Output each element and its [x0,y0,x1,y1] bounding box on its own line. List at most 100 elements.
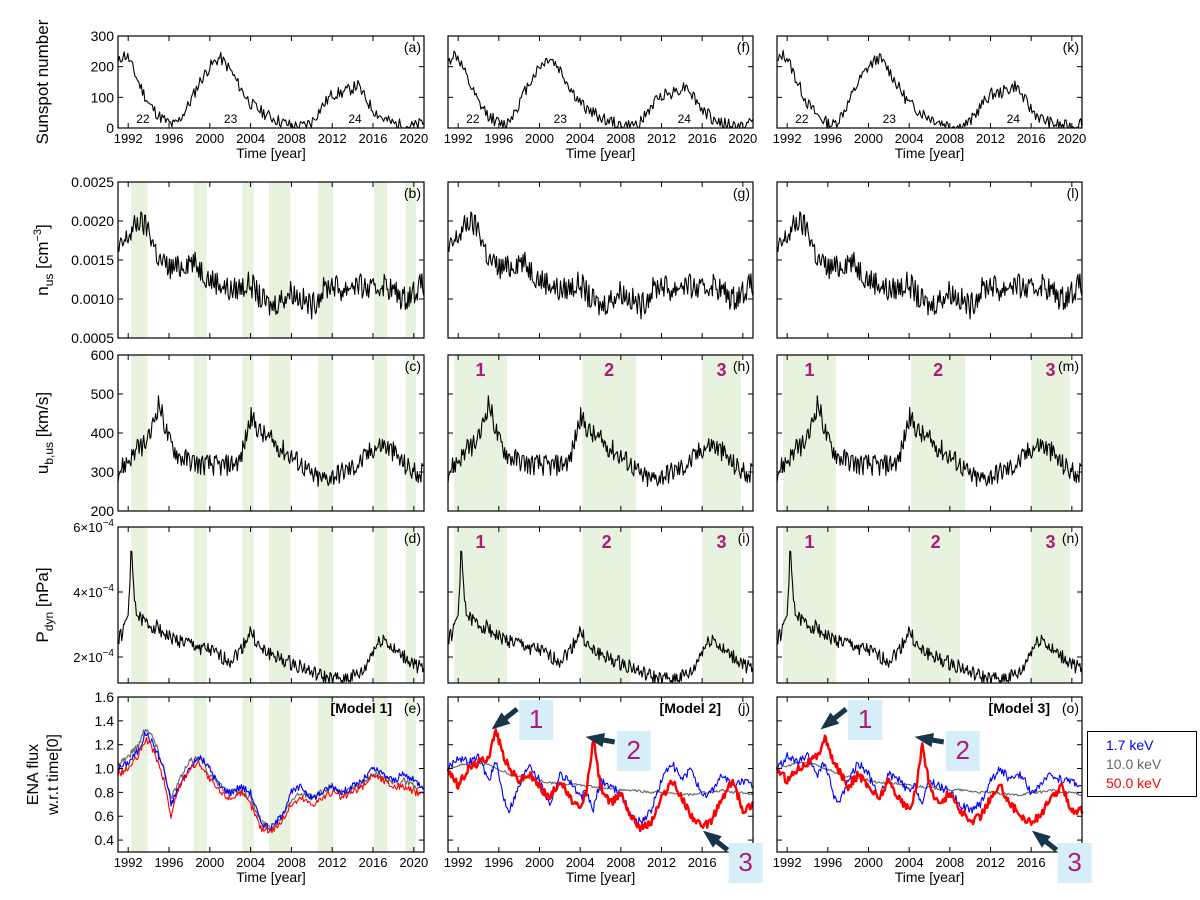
x-tick-label: 1992 [773,855,802,870]
model-title: [Model 2] [660,700,721,716]
x-tick-label: 2008 [606,855,635,870]
y-axis-label-text: Pdyn [nPa] [33,567,56,642]
y-axis-label-line1: ENA flux [25,744,42,805]
interval-number-label: 3 [716,532,726,552]
shaded-interval [242,355,254,511]
panel-label: (h) [733,358,750,374]
interval-number-label: 2 [604,360,614,380]
shaded-interval [242,697,254,852]
y-tick-label: 600 [91,347,115,363]
plot-frame [117,696,425,853]
y-tick-label: 0.0005 [71,330,114,346]
callout-number: 3 [738,847,752,877]
y-tick-label: 4×10−4 [73,583,114,600]
plot-frame [447,526,754,684]
series-line-ub [776,395,1083,487]
y-tick-label: 200 [91,503,115,519]
callout-box [945,731,980,771]
series-line-nus [117,211,425,320]
y-axis-label-line2: w.r.t time[0] [45,734,62,816]
x-tick-label: 2004 [566,855,595,870]
x-tick-label: 2012 [976,131,1005,146]
x-tick-label: 1992 [114,131,143,146]
interval-number-label: 3 [716,360,726,380]
interval-number-label: 2 [602,532,612,552]
x-tick-label: 2004 [895,855,924,870]
x-tick-label: 2004 [895,131,924,146]
legend-entry-blue: 1.7 keV [1106,737,1154,753]
solar-cycle-label: 22 [466,112,480,126]
x-tick-label: 2012 [647,131,676,146]
series-line-pdyn [447,550,754,684]
plot-frame [776,35,1083,129]
shaded-interval [193,355,207,511]
shaded-interval [374,527,388,683]
interval-number-label: 3 [1045,360,1055,380]
y-axis-label-ssn: Sunspot number [33,19,52,144]
plot-frame [776,526,1083,684]
x-tick-label: 2008 [277,855,306,870]
shaded-interval [405,355,416,511]
callout-box [728,843,763,883]
series-line-nus [776,211,1083,320]
x-tick-label: 2016 [359,131,388,146]
x-tick-label: 2016 [359,855,388,870]
y-tick-label: 1.2 [95,737,115,753]
callout-arrowhead [1031,830,1051,848]
panel-label: (a) [404,39,421,55]
panel-label: (c) [405,358,421,374]
shaded-interval [702,355,741,511]
interval-number-label: 3 [1045,532,1055,552]
x-tick-label: 2008 [935,131,964,146]
panel-label: (e) [404,700,421,716]
y-tick-label: 300 [91,28,115,44]
callout-box [1057,843,1092,883]
plot-frame [776,181,1083,339]
y-tick-label: 0.0025 [71,174,114,190]
panel-label: (k) [1063,39,1079,55]
shaded-interval [193,527,207,683]
plot-frame [117,35,425,129]
callout-number: 3 [1067,847,1081,877]
callout-box [848,700,883,740]
solar-cycle-label: 23 [883,112,897,126]
plot-frame [447,35,754,129]
callout-number: 2 [956,735,970,765]
x-tick-label: 1992 [773,131,802,146]
sunspot-series-line [117,51,425,129]
plot-frame [447,181,754,339]
panel-label: (j) [738,700,750,716]
x-tick-label: 1996 [813,131,842,146]
callout-arrowhead [914,733,934,748]
callout-number: 1 [858,704,872,734]
x-tick-label: 2000 [525,131,554,146]
plot-frame [776,696,1083,853]
shaded-interval [268,355,291,511]
callout-arrowhead [820,712,840,730]
solar-cycle-label: 24 [678,112,692,126]
x-tick-label: 1996 [484,131,513,146]
interval-number-label: 1 [476,360,486,380]
callout-box [616,731,651,771]
y-tick-label: 0 [106,120,114,136]
legend: 1.7 keV 10.0 keV 50.0 keV [1087,731,1197,797]
x-axis-label: Time [year] [236,869,306,885]
panel-label: (m) [1058,358,1079,374]
panel-label: (n) [1062,530,1079,546]
shaded-interval [317,697,334,852]
model-title: [Model 1] [331,700,392,716]
x-tick-label: 2016 [688,131,717,146]
panel-label: (i) [738,530,750,546]
panel-label: (b) [404,185,421,201]
y-tick-label: 0.0010 [71,291,114,307]
interval-number-label: 1 [476,532,486,552]
solar-cycle-label: 22 [136,112,150,126]
x-tick-label: 2000 [854,131,883,146]
model-title: [Model 3] [989,700,1050,716]
callout-box [519,700,554,740]
shaded-interval [268,182,291,338]
x-axis-label: Time [year] [566,869,636,885]
x-tick-label: 2020 [399,131,428,146]
x-axis-label: Time [year] [895,145,965,161]
y-tick-label: 1.4 [95,713,115,729]
